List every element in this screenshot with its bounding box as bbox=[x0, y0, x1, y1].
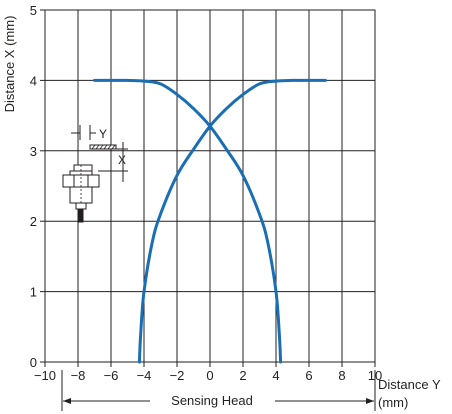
y-tick-label: 0 bbox=[30, 355, 37, 370]
y-tick-label: 3 bbox=[30, 144, 37, 159]
inset-sensor-top bbox=[73, 164, 93, 172]
x-tick-label: −4 bbox=[137, 368, 152, 383]
y-tick-label: 5 bbox=[30, 3, 37, 18]
x-tick-label: 4 bbox=[272, 368, 279, 383]
inset-x-label: X bbox=[118, 153, 126, 167]
x-axis-label-unit: (mm) bbox=[378, 395, 408, 410]
inset-target-hatch bbox=[107, 144, 112, 150]
x-tick-label: 6 bbox=[305, 368, 312, 383]
x-tick-label: −2 bbox=[170, 368, 185, 383]
y-tick-label: 1 bbox=[30, 285, 37, 300]
x-tick-label: 2 bbox=[239, 368, 246, 383]
y-tick-label: 2 bbox=[30, 214, 37, 229]
x-tick-label: 8 bbox=[338, 368, 345, 383]
x-tick-label: −6 bbox=[104, 368, 119, 383]
inset-sensor-cable-end bbox=[78, 208, 84, 223]
sensing-head-span: Sensing Head bbox=[61, 370, 376, 411]
x-tick-label: −10 bbox=[34, 368, 56, 383]
inset-sensor-cable bbox=[75, 202, 87, 210]
inset-target-hatch bbox=[111, 144, 116, 150]
sensing-head-label: Sensing Head bbox=[171, 393, 253, 408]
sensing-head-arrowhead-right bbox=[366, 398, 374, 404]
sensing-head-diagram: Y X bbox=[62, 125, 128, 223]
x-tick-label: −8 bbox=[71, 368, 86, 383]
y-tick-label: 4 bbox=[30, 73, 37, 88]
inset-target-hatch bbox=[103, 144, 108, 150]
series-layer bbox=[93, 78, 327, 364]
series-line-2 bbox=[137, 78, 327, 364]
inset-target-hatch bbox=[95, 144, 100, 150]
x-axis-ticks: −10 −8 −6 −4 −2 0 2 4 6 8 10 bbox=[34, 362, 382, 383]
x-tick-label: 0 bbox=[206, 368, 213, 383]
inset-target-hatch bbox=[91, 144, 96, 150]
x-axis-label: Distance Y bbox=[378, 377, 441, 392]
y-axis-ticks: 0 1 2 3 4 5 bbox=[30, 3, 45, 370]
y-axis-label: Distance X (mm) bbox=[2, 16, 17, 113]
inset-y-label: Y bbox=[99, 127, 107, 141]
inset-target-hatch bbox=[99, 144, 104, 150]
sensing-head-arrowhead-left bbox=[63, 398, 71, 404]
